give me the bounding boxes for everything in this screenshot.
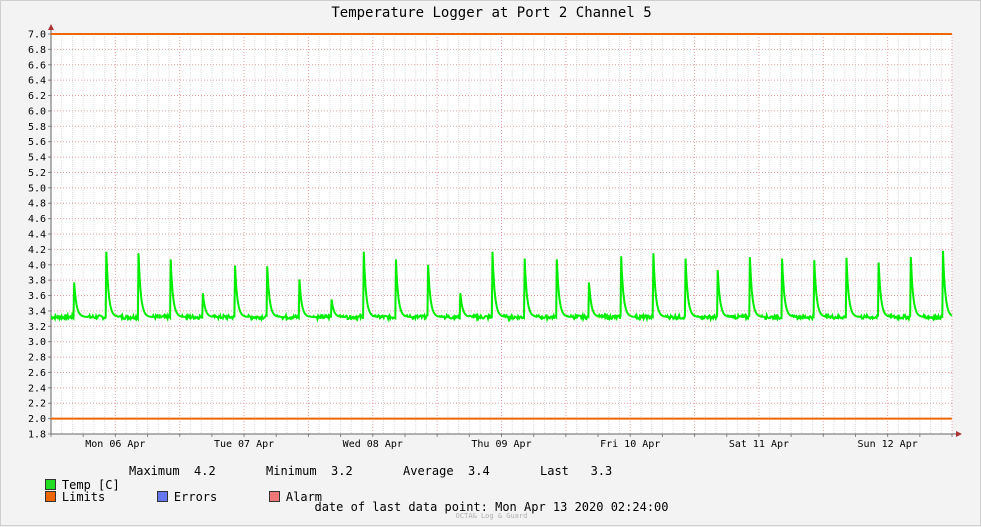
y-tick-label: 4.0 (28, 260, 46, 271)
legend-average: Average 3.4 (403, 464, 490, 478)
legend-errors-label: Errors (173, 490, 218, 504)
y-tick-label: 6.4 (28, 76, 46, 87)
y-tick-label: 4.8 (28, 199, 46, 210)
legend-row-1: Temp [C] (16, 464, 120, 506)
temperature-series-line (50, 250, 953, 323)
x-tick-label: Sat 11 Apr (729, 439, 789, 450)
legend-last: Last 3.3 (540, 464, 613, 478)
alarm-swatch (268, 491, 280, 502)
legend-alarm: Alarm (240, 476, 322, 518)
y-tick-label: 6.8 (28, 45, 46, 56)
legend-alarm-label: Alarm (285, 490, 323, 504)
x-tick-label: Wed 08 Apr (343, 439, 403, 450)
y-tick-label: 3.0 (28, 337, 46, 348)
y-tick-label: 2.4 (28, 383, 46, 394)
y-tick-label: 6.6 (28, 60, 46, 71)
y-tick-label: 2.0 (28, 414, 46, 425)
legend-minimum: Minimum 3.2 (266, 464, 353, 478)
y-tick-label: 5.2 (28, 168, 46, 179)
x-axis-arrow (956, 431, 962, 437)
y-tick-label: 4.6 (28, 214, 46, 225)
limits-swatch (44, 491, 56, 502)
y-tick-label: 3.4 (28, 306, 46, 317)
x-tick-label: Mon 06 Apr (85, 439, 145, 450)
watermark: OCTA& Log & Guard (455, 512, 528, 520)
y-tick-label: 6.0 (28, 106, 46, 117)
y-tick-label: 2.6 (28, 368, 46, 379)
legend-limits-label: Limits (61, 490, 106, 504)
legend-maximum: Maximum 4.2 (129, 464, 216, 478)
x-tick-label: Sun 12 Apr (858, 439, 918, 450)
y-tick-label: 5.4 (28, 153, 46, 164)
y-tick-label: 5.6 (28, 137, 46, 148)
y-tick-label: 3.8 (28, 276, 46, 287)
y-tick-label: 1.8 (28, 430, 46, 441)
temp-swatch (44, 479, 56, 490)
legend-errors: Errors (128, 476, 217, 518)
chart-title: Temperature Logger at Port 2 Channel 5 (331, 5, 652, 21)
y-tick-label: 4.2 (28, 245, 46, 256)
x-tick-label: Fri 10 Apr (600, 439, 660, 450)
y-tick-label: 2.2 (28, 399, 46, 410)
y-tick-label: 3.6 (28, 291, 46, 302)
legend-temp-label: Temp [C] (61, 478, 120, 492)
y-axis-arrow (48, 24, 54, 30)
last-data-point: date of last data point: Mon Apr 13 2020… (314, 500, 669, 514)
legend-limits: Limits (16, 476, 105, 518)
y-tick-label: 2.8 (28, 353, 46, 364)
y-tick-label: 5.8 (28, 122, 46, 133)
y-tick-label: 3.2 (28, 322, 46, 333)
x-tick-label: Tue 07 Apr (214, 439, 274, 450)
y-tick-label: 7.0 (28, 30, 46, 41)
x-tick-label: Thu 09 Apr (471, 439, 531, 450)
y-tick-label: 4.4 (28, 230, 46, 241)
y-tick-label: 5.0 (28, 183, 46, 194)
errors-swatch (156, 491, 168, 502)
y-tick-label: 6.2 (28, 91, 46, 102)
